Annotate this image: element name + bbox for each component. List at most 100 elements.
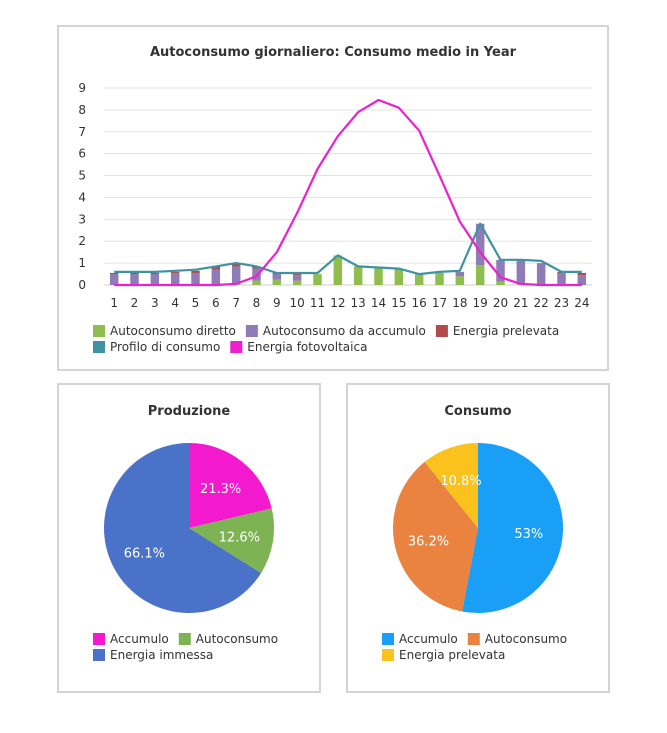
bar: [292, 275, 302, 281]
daily-chart: Autoconsumo giornaliero: Consumo medio i…: [78, 45, 592, 354]
bar: [455, 271, 465, 277]
bar: [577, 275, 587, 285]
legend-swatch: [93, 325, 105, 337]
x-tick-label: 6: [212, 296, 220, 310]
bar: [374, 267, 383, 285]
legend-label: Energia prelevata: [399, 648, 505, 662]
x-tick-label: 13: [351, 296, 366, 310]
pie-slice: [424, 443, 478, 528]
y-tick-label: 1: [78, 256, 86, 270]
slice-label: 12.6%: [219, 530, 260, 545]
legend-swatch: [435, 325, 448, 337]
bar: [435, 272, 444, 285]
bar: [191, 270, 200, 273]
legend-swatch: [93, 649, 105, 661]
y-tick-label: 6: [78, 147, 86, 161]
legend-label: Autoconsumo da accumulo: [263, 324, 426, 338]
series-line: [114, 222, 582, 276]
daily-chart-panel: Autoconsumo giornaliero: Consumo medio i…: [57, 25, 609, 371]
y-tick-label: 3: [78, 212, 86, 226]
x-tick-label: 18: [452, 296, 467, 310]
bar: [211, 269, 221, 285]
x-tick-label: 20: [493, 296, 508, 310]
legend-swatch: [382, 649, 394, 661]
legend-swatch: [467, 633, 480, 645]
x-tick-label: 1: [110, 296, 118, 310]
bar: [536, 263, 546, 285]
legend-label: Accumulo: [110, 632, 169, 646]
slice-label: 66.1%: [124, 547, 165, 562]
x-tick-label: 17: [432, 296, 447, 310]
x-tick-label: 11: [310, 296, 325, 310]
x-tick-label: 19: [473, 296, 488, 310]
bar: [252, 280, 261, 285]
bar: [496, 259, 505, 282]
pie-slice: [462, 443, 564, 613]
bar: [150, 272, 160, 275]
bar: [414, 274, 424, 285]
bar: [130, 272, 139, 275]
bar: [313, 274, 322, 285]
bar: [292, 274, 302, 276]
legend-swatch: [382, 633, 394, 645]
legend-swatch: [93, 341, 105, 353]
bar: [516, 259, 526, 284]
x-tick-label: 9: [273, 296, 281, 310]
legend-swatch: [178, 633, 191, 645]
y-tick-label: 0: [78, 278, 86, 292]
bar: [109, 274, 119, 285]
x-tick-label: 15: [391, 296, 406, 310]
x-tick-label: 7: [232, 296, 240, 310]
legend-swatch: [245, 325, 258, 337]
legend-label: Accumulo: [399, 632, 458, 646]
x-tick-label: 21: [513, 296, 528, 310]
x-tick-label: 14: [371, 296, 386, 310]
slice-label: 10.8%: [440, 474, 481, 489]
bar: [577, 272, 587, 276]
bar: [455, 276, 465, 285]
legend-label: Energia immessa: [110, 648, 213, 662]
bar: [191, 272, 200, 285]
bar: [394, 268, 404, 285]
y-tick-label: 8: [78, 103, 86, 117]
consumo-panel: Consumo 53% 36.2% 10.8% Accumulo Autoconsum…: [346, 383, 610, 693]
x-tick-label: 12: [330, 296, 345, 310]
legend-label: Autoconsumo: [196, 632, 278, 646]
y-tick-label: 4: [78, 190, 86, 204]
x-tick-label: 2: [131, 296, 139, 310]
legend-label: Energia fotovoltaica: [247, 340, 367, 354]
legend-label: Autoconsumo diretto: [110, 324, 236, 338]
pie-slice: [189, 508, 274, 574]
x-tick-label: 16: [412, 296, 427, 310]
x-tick-label: 3: [151, 296, 159, 310]
bar: [475, 265, 485, 285]
consumo-pie-chart: Consumo 53% 36.2% 10.8% Accumulo Autoconsum…: [382, 404, 567, 662]
legend-label: Autoconsumo: [485, 632, 567, 646]
produzione-pie-chart: Produzione 21.3% 12.6% 66.1% Accumulo Autoc…: [93, 404, 278, 662]
bar: [170, 272, 180, 285]
pie-slice: [189, 443, 272, 528]
bar: [231, 266, 241, 284]
y-tick-label: 9: [78, 81, 86, 95]
y-tick-label: 2: [78, 234, 86, 248]
bar: [475, 223, 485, 266]
chart-title: Autoconsumo giornaliero: Consumo medio i…: [150, 45, 517, 60]
bar: [272, 274, 282, 280]
bar: [170, 271, 180, 273]
produzione-panel: Produzione 21.3% 12.6% 66.1% Accumulo Autoc…: [57, 383, 321, 693]
pie-title: Produzione: [148, 404, 231, 419]
x-tick-label: 22: [534, 296, 549, 310]
bar: [557, 272, 566, 285]
bar: [333, 255, 343, 285]
x-tick-label: 8: [253, 296, 261, 310]
x-tick-label: 23: [554, 296, 569, 310]
bar: [496, 281, 505, 285]
bar: [353, 266, 363, 285]
y-tick-label: 5: [78, 169, 86, 183]
x-tick-label: 5: [192, 296, 200, 310]
legend-label: Profilo di consumo: [110, 340, 220, 354]
legend-swatch: [230, 341, 243, 353]
slice-label: 53%: [514, 527, 543, 542]
x-tick-label: 24: [574, 296, 589, 310]
legend-swatch: [93, 633, 105, 645]
